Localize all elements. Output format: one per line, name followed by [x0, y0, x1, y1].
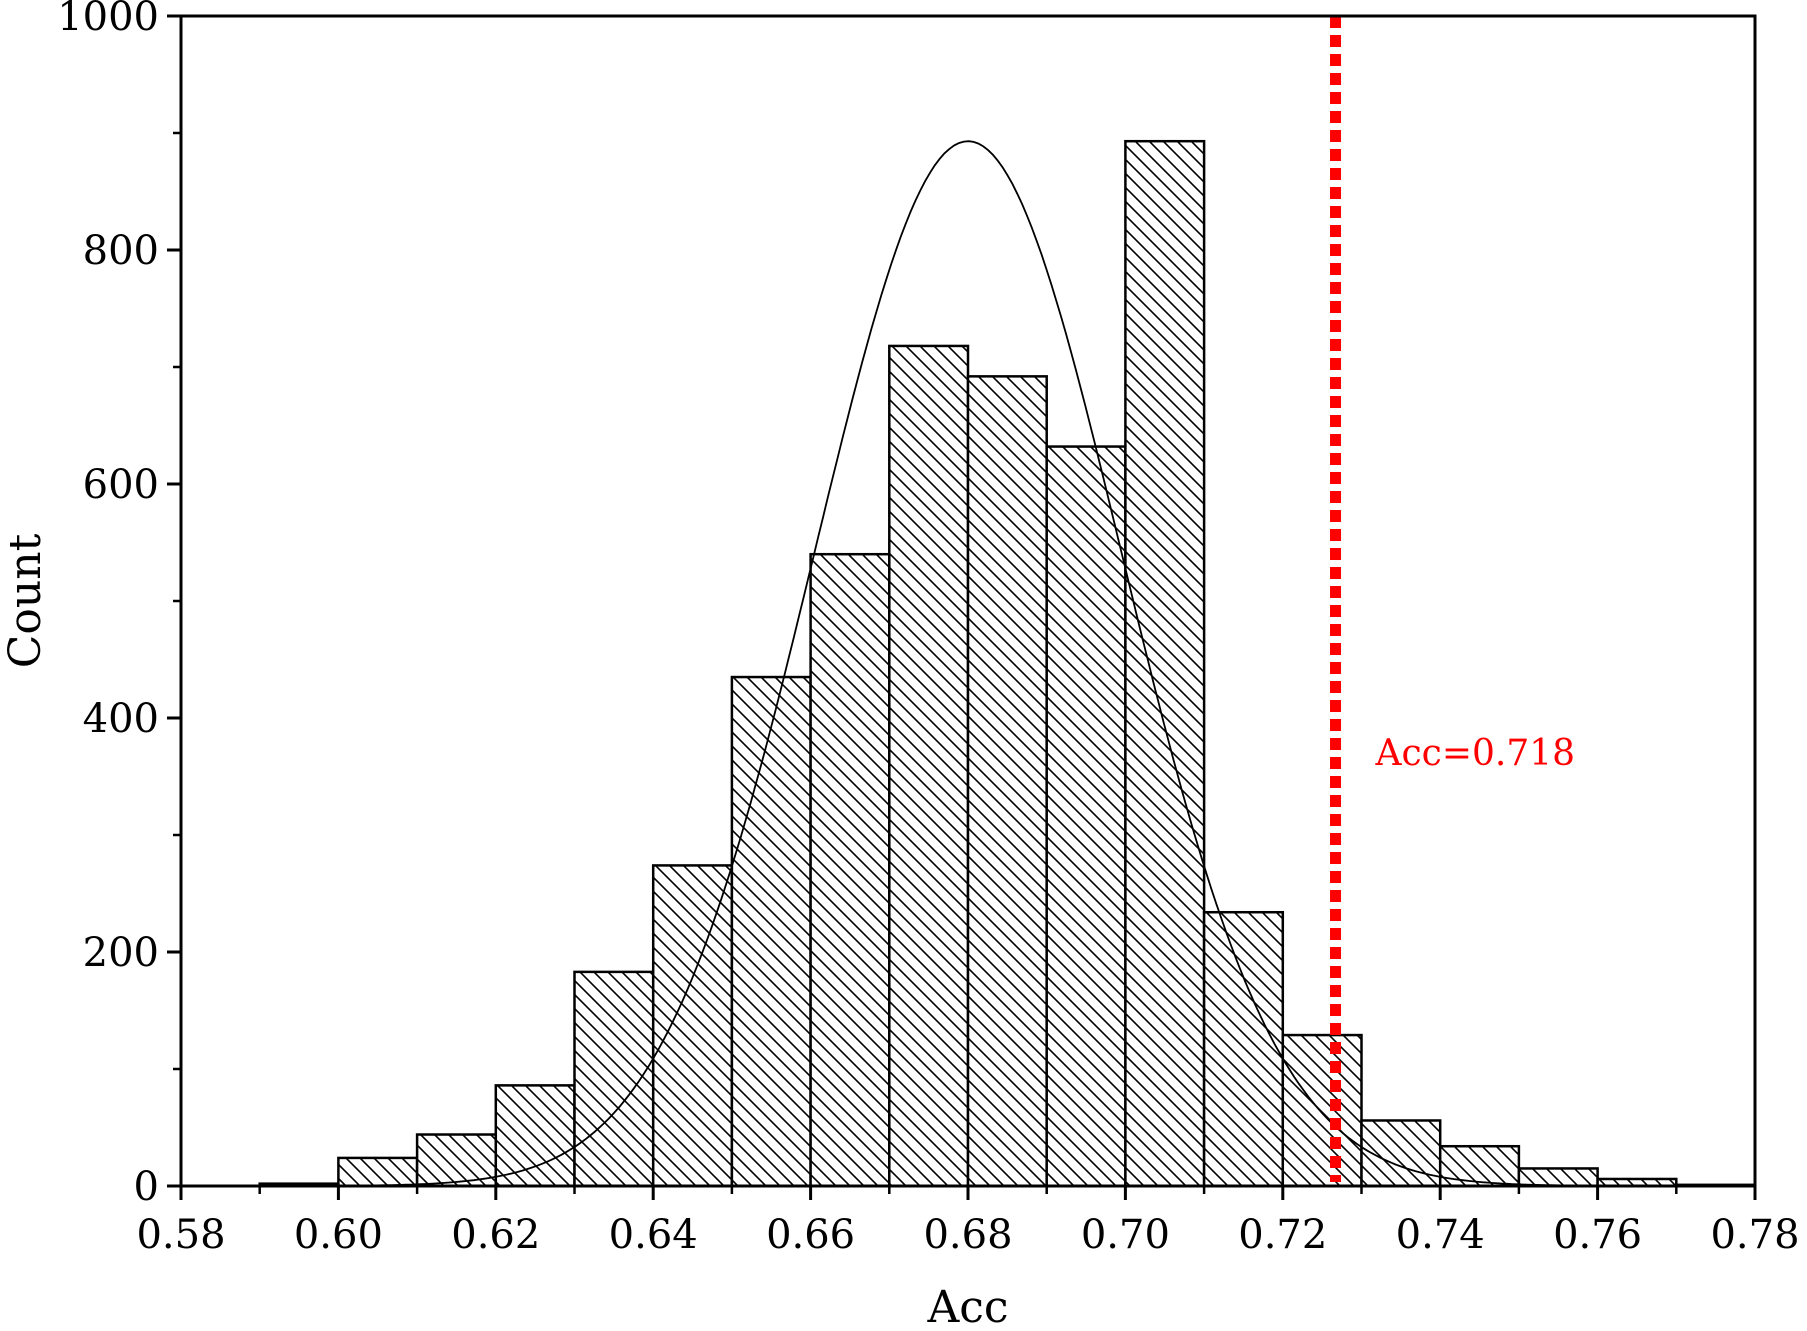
histogram-bar — [1124, 139, 1206, 1188]
histogram-bar — [1281, 1033, 1363, 1188]
y-axis: 0 200 400 600 800 1000 — [57, 0, 181, 1210]
y-tick-label: 400 — [83, 696, 159, 742]
x-tick-label: 0.68 — [923, 1212, 1012, 1258]
histogram-bar — [730, 675, 812, 1188]
x-tick-label: 0.78 — [1710, 1212, 1799, 1258]
y-axis-title: Count — [0, 533, 51, 668]
x-axis-title: Acc — [926, 1282, 1008, 1331]
normal-fit-curve — [299, 140, 1755, 1187]
y-tick-label: 600 — [83, 462, 159, 508]
histogram-bar — [494, 1084, 576, 1188]
x-tick-label: 0.66 — [766, 1212, 855, 1258]
x-tick-label: 0.72 — [1238, 1212, 1327, 1258]
x-tick-label: 0.58 — [136, 1212, 225, 1258]
x-tick-label: 0.70 — [1081, 1212, 1170, 1258]
histogram-bar — [1517, 1167, 1599, 1188]
histogram-bar — [966, 375, 1048, 1188]
y-tick-label: 1000 — [57, 0, 159, 40]
x-tick-label: 0.62 — [451, 1212, 540, 1258]
histogram-bar — [651, 864, 734, 1188]
x-tick-label: 0.60 — [294, 1212, 383, 1258]
histogram-bar — [1202, 910, 1285, 1188]
histogram-bar — [337, 1156, 419, 1188]
histogram-bar — [809, 552, 891, 1188]
histogram-bar — [888, 344, 970, 1188]
x-tick-label: 0.74 — [1396, 1212, 1485, 1258]
y-tick-label: 0 — [134, 1164, 159, 1210]
x-tick-label: 0.64 — [609, 1212, 698, 1258]
bars-layer — [258, 139, 1757, 1188]
x-axis: 0.58 0.60 0.62 0.64 0.66 0.68 0.70 0.72 0.74 0.76… — [136, 1186, 1800, 1258]
x-tick-label: 0.76 — [1553, 1212, 1642, 1258]
y-tick-label: 200 — [83, 930, 159, 976]
y-tick-label: 800 — [83, 228, 159, 274]
histogram-bar — [1438, 1144, 1521, 1188]
reference-line-label: Acc=0.718 — [1375, 733, 1576, 774]
histogram-bar — [1045, 445, 1127, 1188]
